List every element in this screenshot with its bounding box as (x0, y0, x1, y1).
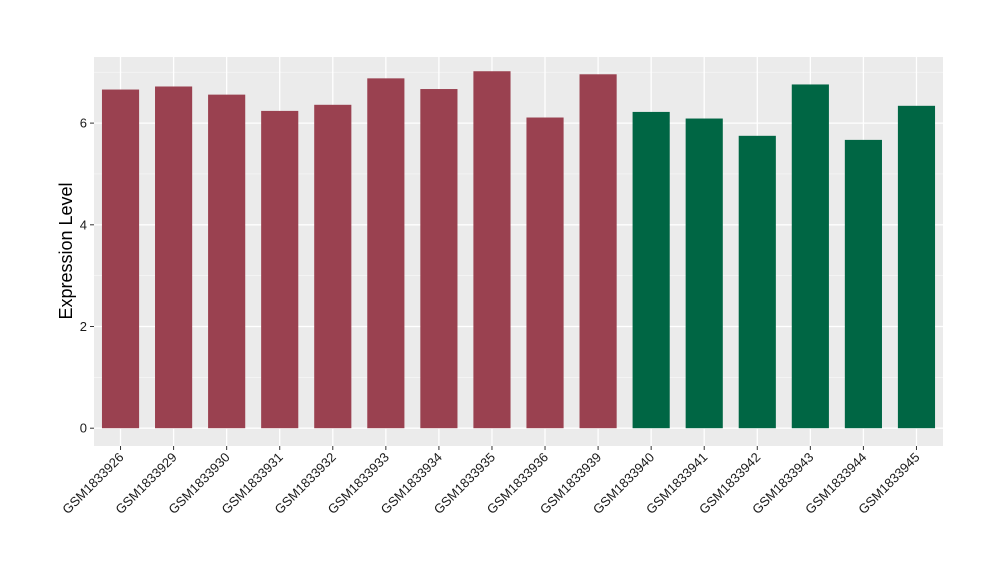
bar-GSM1833936 (526, 117, 564, 429)
bar-GSM1833939 (579, 74, 617, 429)
y-axis: 0 2 4 6 (80, 116, 94, 436)
y-tick-label: 2 (80, 319, 87, 334)
x-axis: GSM1833926GSM1833929GSM1833930GSM1833931… (59, 446, 923, 517)
bar-GSM1833935 (473, 71, 511, 429)
y-tick-label: 0 (80, 421, 87, 436)
bar-GSM1833934 (420, 89, 458, 429)
bar-GSM1833929 (155, 86, 193, 429)
bars (101, 71, 936, 429)
bar-GSM1833932 (314, 104, 352, 429)
bar-GSM1833930 (208, 94, 246, 429)
bar-GSM1833941 (685, 118, 723, 429)
bar-GSM1833926 (101, 89, 140, 429)
y-axis-title: Expression Level (56, 182, 76, 319)
bar-GSM1833940 (632, 111, 670, 429)
y-tick-label: 6 (80, 116, 87, 131)
bar-GSM1833942 (738, 135, 776, 429)
bar-GSM1833944 (844, 139, 882, 429)
bar-GSM1833931 (261, 110, 299, 429)
bar-GSM1833933 (367, 78, 405, 429)
y-tick-label: 4 (80, 217, 87, 232)
bar-GSM1833943 (791, 84, 829, 429)
bar-GSM1833945 (897, 105, 936, 429)
